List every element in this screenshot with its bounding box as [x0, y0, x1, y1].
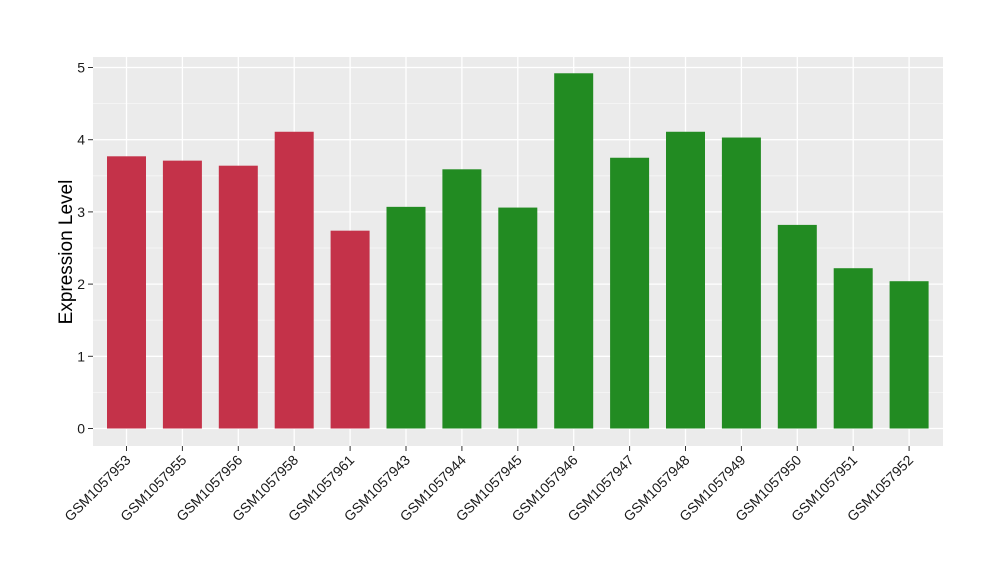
bars	[107, 73, 929, 429]
bar-GSM1057948	[666, 131, 705, 429]
bar-GSM1057949	[721, 137, 761, 429]
bar-GSM1057950	[777, 224, 817, 429]
bar-GSM1057956	[218, 165, 258, 429]
bar-GSM1057958	[274, 131, 314, 429]
bar-GSM1057961	[330, 230, 370, 429]
bar-GSM1057953	[107, 156, 146, 429]
bar-GSM1057951	[833, 268, 873, 429]
bar-GSM1057952	[889, 281, 929, 429]
bar-GSM1057945	[498, 207, 538, 429]
bar-GSM1057944	[442, 169, 482, 429]
y-tick-label: 3	[77, 204, 85, 220]
bar-GSM1057943	[386, 206, 426, 429]
y-tick-label: 2	[77, 276, 85, 292]
bar-GSM1057955	[162, 160, 202, 429]
y-tick-label: 1	[77, 348, 85, 364]
y-tick-label: 0	[77, 421, 85, 437]
y-tick-label: 5	[77, 60, 85, 76]
bar-GSM1057946	[554, 73, 594, 429]
bar-GSM1057947	[610, 157, 650, 429]
y-tick-label: 4	[77, 132, 85, 148]
y-axis-title: Expression Level	[56, 180, 77, 325]
